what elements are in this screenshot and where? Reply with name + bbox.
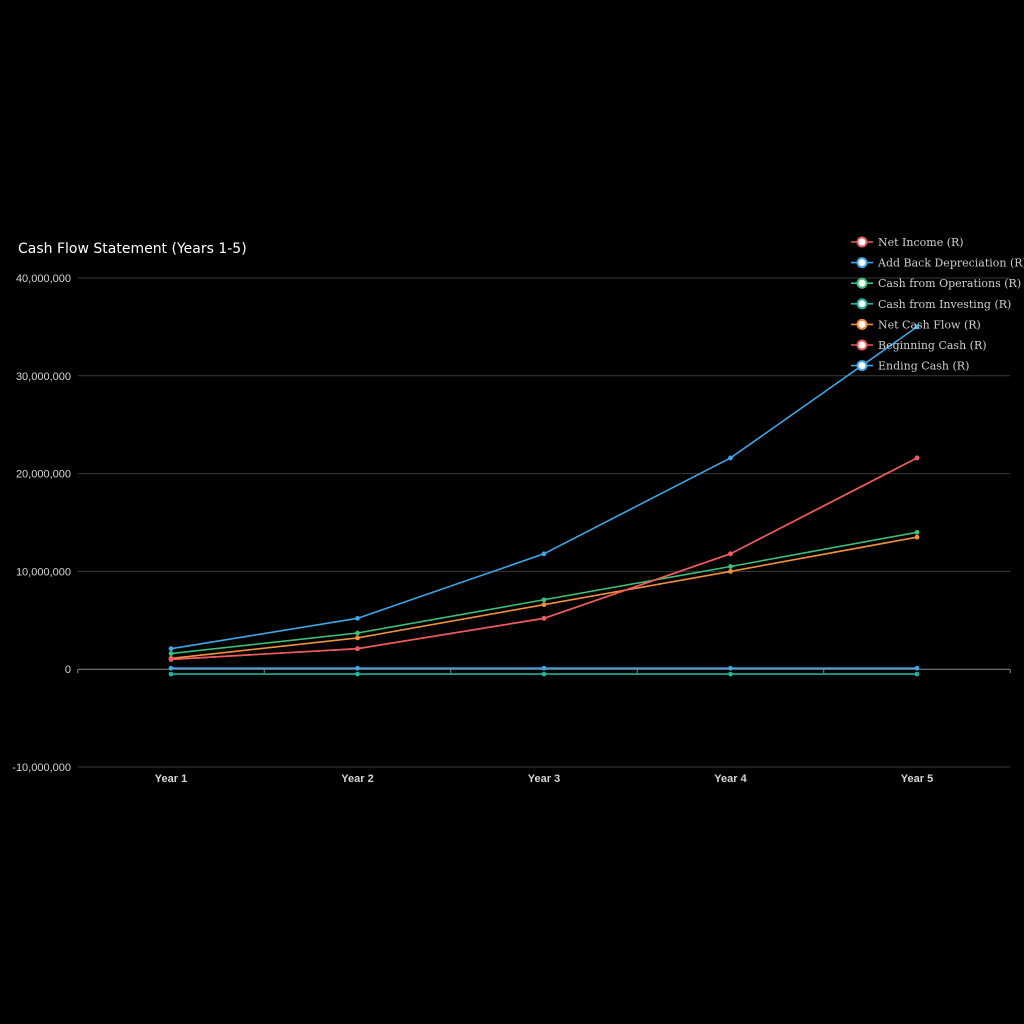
x-tick-label: Year 4 bbox=[714, 773, 747, 785]
legend-marker bbox=[856, 277, 868, 289]
chart-title: Cash Flow Statement (Years 1-5) bbox=[18, 241, 247, 257]
legend-item[interactable]: Net Cash Flow (R) bbox=[851, 318, 981, 331]
data-point[interactable] bbox=[168, 671, 174, 677]
data-point[interactable] bbox=[355, 665, 360, 671]
legend-marker bbox=[856, 339, 868, 351]
y-tick-label: 20,000,000 bbox=[16, 469, 71, 481]
data-point[interactable] bbox=[728, 665, 733, 671]
data-point[interactable] bbox=[355, 671, 360, 677]
series-lines bbox=[168, 324, 920, 677]
legend-item[interactable]: Cash from Investing (R) bbox=[851, 298, 1011, 311]
x-tick-label: Year 3 bbox=[528, 773, 560, 785]
legend-item[interactable]: Ending Cash (R) bbox=[851, 360, 969, 373]
data-point[interactable] bbox=[914, 665, 920, 671]
legend-marker bbox=[856, 236, 868, 248]
data-point[interactable] bbox=[728, 564, 733, 569]
legend-marker bbox=[856, 360, 868, 372]
legend[interactable]: Net Income (R) Add Back Depreciation (R) C… bbox=[851, 236, 1024, 373]
data-point[interactable] bbox=[541, 665, 547, 671]
series-6 bbox=[168, 324, 920, 652]
data-point[interactable] bbox=[168, 651, 174, 656]
legend-marker bbox=[856, 257, 868, 269]
data-point[interactable] bbox=[355, 615, 360, 621]
legend-item[interactable]: Cash from Operations (R) bbox=[851, 277, 1021, 290]
legend-label: Cash from Investing (R) bbox=[878, 298, 1011, 311]
y-tick-label: -10,000,000 bbox=[12, 762, 71, 774]
data-point[interactable] bbox=[355, 630, 360, 636]
data-point[interactable] bbox=[168, 646, 174, 652]
data-point[interactable] bbox=[914, 455, 920, 461]
data-point[interactable] bbox=[728, 551, 733, 557]
y-tick-label: 40,000,000 bbox=[16, 273, 71, 285]
data-point[interactable] bbox=[355, 646, 360, 652]
data-point[interactable] bbox=[541, 615, 547, 621]
legend-item[interactable]: Beginning Cash (R) bbox=[851, 339, 987, 352]
gridlines bbox=[77, 277, 1011, 768]
data-point[interactable] bbox=[914, 529, 920, 535]
series-3 bbox=[168, 671, 920, 677]
series-line bbox=[170, 531, 918, 655]
data-point[interactable] bbox=[728, 671, 733, 677]
data-point[interactable] bbox=[541, 602, 547, 608]
series-line bbox=[170, 457, 918, 661]
y-tick-label: 10,000,000 bbox=[16, 566, 71, 578]
legend-label: Beginning Cash (R) bbox=[878, 339, 987, 352]
series-5 bbox=[168, 455, 920, 662]
data-point[interactable] bbox=[355, 635, 360, 641]
legend-label: Ending Cash (R) bbox=[878, 360, 969, 373]
x-tick-label: Year 2 bbox=[341, 773, 373, 785]
data-point[interactable] bbox=[541, 671, 547, 677]
data-point[interactable] bbox=[914, 534, 920, 540]
legend-label: Net Cash Flow (R) bbox=[878, 318, 981, 331]
data-point[interactable] bbox=[914, 324, 920, 330]
legend-item[interactable]: Add Back Depreciation (R) bbox=[851, 257, 1024, 270]
legend-label: Add Back Depreciation (R) bbox=[877, 257, 1024, 270]
y-tick-label: 30,000,000 bbox=[16, 371, 71, 383]
data-point[interactable] bbox=[541, 551, 547, 557]
data-point[interactable] bbox=[541, 597, 547, 603]
series-1 bbox=[168, 665, 920, 671]
x-tick-label: Year 5 bbox=[901, 773, 933, 785]
series-2 bbox=[168, 529, 920, 656]
x-tick-label: Year 1 bbox=[155, 773, 187, 785]
legend-label: Cash from Operations (R) bbox=[878, 277, 1021, 290]
legend-item[interactable]: Net Income (R) bbox=[851, 236, 964, 249]
data-point[interactable] bbox=[728, 569, 733, 574]
y-tick-label: 0 bbox=[65, 664, 71, 676]
legend-label: Net Income (R) bbox=[878, 236, 964, 249]
data-point[interactable] bbox=[914, 671, 920, 677]
series-line bbox=[170, 457, 918, 661]
legend-marker bbox=[856, 298, 868, 310]
data-point[interactable] bbox=[728, 455, 733, 461]
legend-marker bbox=[856, 318, 868, 330]
y-axis-tick-labels: -10,000,000 0 10,000,000 20,000,000 30,000,0… bbox=[12, 273, 71, 774]
data-point[interactable] bbox=[168, 665, 174, 671]
x-axis-tick-labels: Year 1 Year 2 Year 3 Year 4 Year 5 bbox=[155, 773, 933, 785]
data-point[interactable] bbox=[168, 657, 174, 662]
